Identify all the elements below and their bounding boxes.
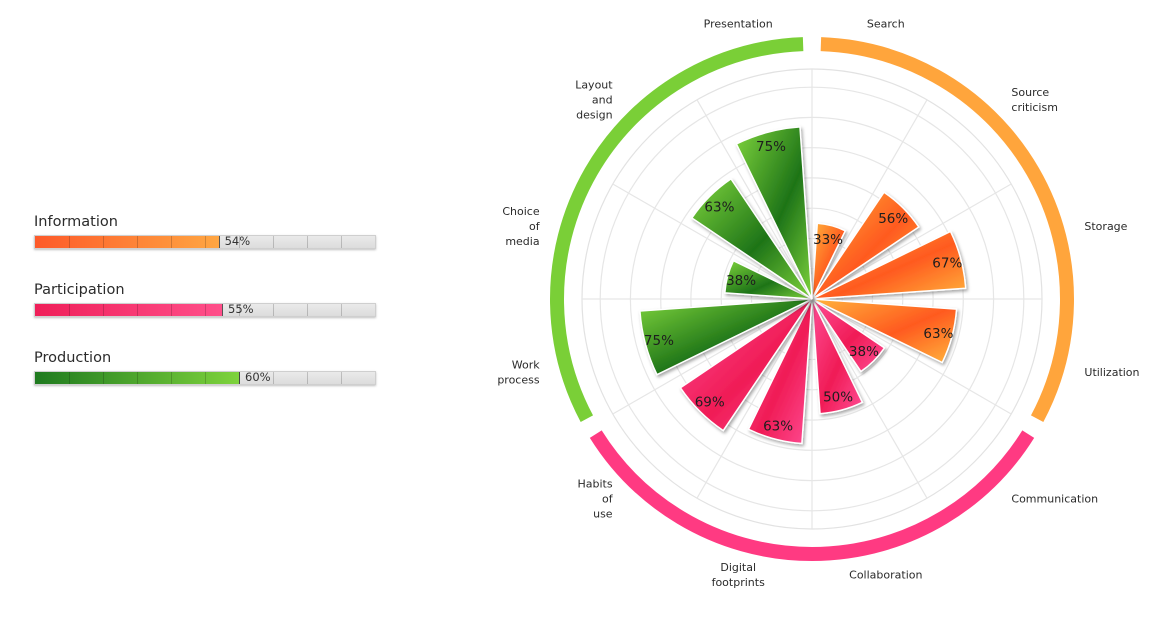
progress-bar: 60% — [34, 370, 376, 385]
progress-value: 54% — [224, 234, 251, 248]
progress-tick — [137, 304, 138, 316]
value-label: 75% — [644, 333, 674, 349]
progress-value: 60% — [245, 370, 271, 384]
category-label: Storage — [1084, 220, 1127, 233]
value-label: 50% — [823, 390, 853, 406]
category-label: Choice of media — [502, 205, 540, 248]
bar-habits-of-use — [679, 298, 813, 432]
progress-tick — [171, 304, 172, 316]
progress-tick — [273, 372, 274, 384]
progress-tick — [171, 236, 172, 248]
bar-presentation — [735, 126, 813, 300]
grid-spoke — [696, 99, 813, 300]
grid-spoke — [811, 298, 1012, 415]
summary-item-production: Production 60% — [34, 348, 379, 416]
grid-spoke — [696, 298, 813, 499]
progress-tick — [171, 372, 172, 384]
grid-spoke — [811, 99, 928, 300]
summary-label: Participation — [34, 282, 125, 298]
category-label: Communication — [1011, 492, 1098, 505]
grid-spoke — [612, 183, 813, 300]
value-label: 67% — [932, 256, 962, 272]
progress-tick — [103, 236, 104, 248]
value-label: 38% — [849, 344, 879, 360]
value-label: 63% — [704, 199, 734, 215]
progress-tick — [239, 372, 240, 384]
bar-choice-of-media — [724, 259, 813, 300]
progress-fill — [35, 304, 223, 316]
progress-tick — [69, 236, 70, 248]
value-label: 63% — [763, 418, 793, 434]
progress-tick — [239, 304, 240, 316]
progress-fill — [35, 236, 220, 248]
bar-utilization — [811, 298, 958, 364]
progress-bar: 55% — [34, 302, 376, 317]
bar-source-criticism — [811, 191, 920, 300]
summary-panel: Information 54% Participation 55% Produc… — [34, 212, 379, 416]
category-label: Digital footprints — [712, 561, 765, 589]
summary-item-information: Information 54% — [34, 212, 379, 280]
bar-communication — [811, 298, 886, 373]
summary-label: Production — [34, 350, 112, 366]
progress-tick — [341, 304, 342, 316]
value-label: 75% — [756, 139, 786, 155]
bar-digital-footprints — [747, 298, 813, 445]
progress-tick — [103, 372, 104, 384]
value-label: 69% — [695, 394, 725, 410]
category-label: Presentation — [704, 18, 773, 31]
progress-tick — [341, 372, 342, 384]
progress-tick — [273, 236, 274, 248]
value-label: 56% — [878, 211, 908, 227]
progress-bar: 54% — [34, 234, 376, 249]
category-label: Collaboration — [849, 568, 922, 581]
summary-label: Information — [34, 214, 118, 230]
progress-tick — [137, 236, 138, 248]
value-label: 63% — [923, 326, 953, 342]
category-label: Utilization — [1084, 366, 1139, 379]
group-arc-information — [820, 37, 1074, 423]
progress-fill — [35, 372, 240, 384]
progress-tick — [341, 236, 342, 248]
progress-tick — [307, 236, 308, 248]
progress-tick — [205, 372, 206, 384]
bar-work-process — [639, 298, 813, 376]
bar-storage — [811, 230, 967, 300]
progress-tick — [239, 236, 240, 248]
bar-search — [811, 222, 847, 300]
value-label: 33% — [813, 232, 843, 248]
progress-tick — [103, 304, 104, 316]
progress-tick — [307, 372, 308, 384]
category-label: Layout and design — [575, 79, 613, 122]
summary-item-participation: Participation 55% — [34, 280, 379, 348]
value-label: 38% — [726, 273, 756, 289]
group-arc-participation — [589, 430, 1035, 561]
category-label: Habits of use — [577, 477, 613, 520]
progress-tick — [205, 236, 206, 248]
grid-spoke — [811, 183, 1012, 300]
progress-tick — [69, 372, 70, 384]
progress-tick — [307, 304, 308, 316]
bar-collaboration — [811, 298, 864, 415]
category-label: Search — [867, 18, 905, 31]
progress-tick — [205, 304, 206, 316]
grid-spoke — [612, 298, 813, 415]
progress-value: 55% — [228, 302, 254, 316]
category-label: Source criticism — [1011, 86, 1058, 114]
grid-spoke — [811, 298, 928, 499]
group-arc-production — [550, 37, 804, 423]
bar-layout-and-design — [690, 177, 813, 300]
category-label: Work process — [497, 359, 540, 387]
progress-tick — [137, 372, 138, 384]
progress-tick — [69, 304, 70, 316]
progress-tick — [273, 304, 274, 316]
